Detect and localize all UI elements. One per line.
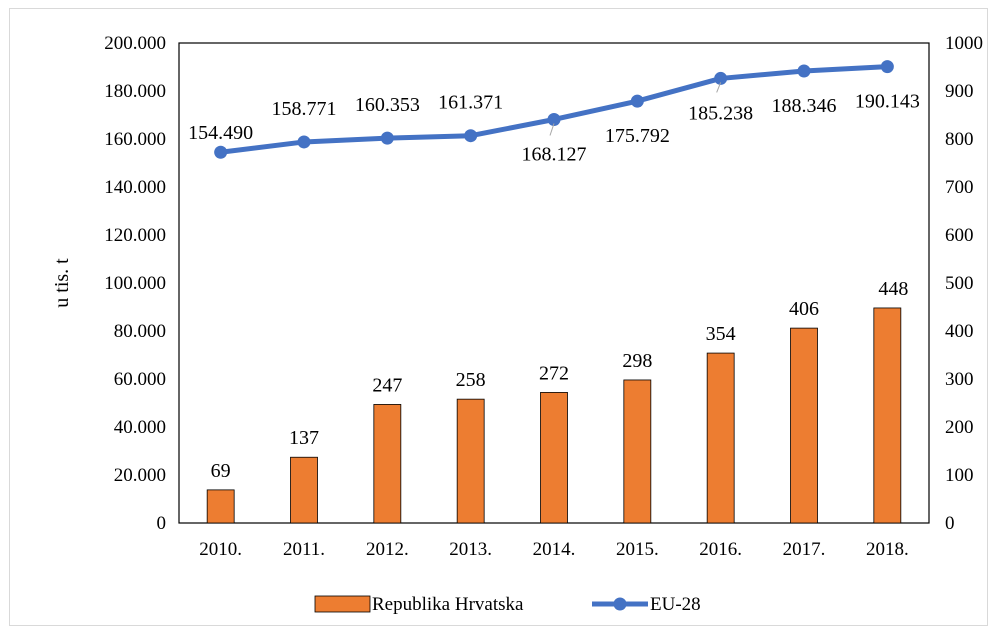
bar <box>623 379 652 524</box>
bar-data-label: 272 <box>539 362 569 384</box>
bar-data-label: 298 <box>622 350 652 372</box>
left-tick-label: 0 <box>157 513 167 534</box>
bar-data-label: 448 <box>878 278 908 300</box>
right-tick-label: 900 <box>945 81 974 102</box>
right-tick-label: 1000 <box>945 33 983 54</box>
leader-line <box>716 82 722 93</box>
bar-series <box>206 307 902 524</box>
line-data-label: 188.346 <box>772 95 837 117</box>
left-tick-label: 160.000 <box>104 129 166 150</box>
line-marker <box>630 94 644 108</box>
x-tick-label: 2014. <box>533 539 576 560</box>
x-tick-label: 2011. <box>283 539 325 560</box>
bar <box>290 456 318 524</box>
line-marker <box>880 60 894 74</box>
legend-swatch-marker <box>613 597 627 611</box>
leader-line <box>549 123 555 136</box>
right-tick-label: 0 <box>945 513 955 534</box>
line-marker <box>714 71 728 85</box>
right-axis-ticks: 0 100 200 300 400 500 600 700 800 900 1000 <box>945 33 983 534</box>
left-tick-label: 140.000 <box>104 177 166 198</box>
right-tick-label: 600 <box>945 225 974 246</box>
left-tick-label: 120.000 <box>104 225 166 246</box>
line-marker <box>297 135 311 149</box>
left-tick-label: 200.000 <box>104 33 166 54</box>
right-tick-label: 800 <box>945 129 974 150</box>
line-data-label: 175.792 <box>605 125 670 147</box>
line-marker <box>214 145 228 159</box>
x-tick-label: 2012. <box>366 539 409 560</box>
legend-label-bars: Republika Hrvatska <box>372 594 524 615</box>
line-data-label: 190.143 <box>855 91 920 113</box>
right-tick-label: 700 <box>945 177 974 198</box>
bar <box>456 398 485 524</box>
left-tick-label: 80.000 <box>114 321 166 342</box>
bar-data-label: 247 <box>372 374 402 396</box>
line-series <box>214 60 894 159</box>
left-tick-label: 40.000 <box>114 417 166 438</box>
data-labels: 69 137 247 258 272 298 354 406 448 154.490 158.771… <box>188 82 920 482</box>
line-marker <box>464 129 478 143</box>
line-marker <box>547 112 561 126</box>
legend: Republika Hrvatska EU-28 <box>314 594 701 615</box>
left-axis-ticks: 0 20.000 40.000 60.000 80.000 100.000 120.000 1… <box>104 33 166 534</box>
bar <box>373 404 402 524</box>
left-tick-label: 100.000 <box>104 273 166 294</box>
line-marker <box>797 64 811 78</box>
x-tick-label: 2017. <box>783 539 826 560</box>
left-tick-label: 20.000 <box>114 465 166 486</box>
x-tick-label: 2015. <box>616 539 659 560</box>
bar-data-label: 69 <box>211 460 231 482</box>
x-axis-ticks: 2010. 2011. 2012. 2013. 2014. 2015. 2016. 2017.… <box>199 539 908 560</box>
x-tick-label: 2018. <box>866 539 909 560</box>
line-data-label: 160.353 <box>355 94 420 116</box>
right-tick-label: 400 <box>945 321 974 342</box>
bar <box>706 352 735 524</box>
y-axis-title: u tis. t <box>51 258 73 308</box>
bar-data-label: 137 <box>289 427 319 449</box>
bar-data-label: 258 <box>456 369 486 391</box>
bar <box>540 392 568 524</box>
line-data-label: 161.371 <box>438 92 503 114</box>
line-data-label: 185.238 <box>688 102 753 124</box>
line-data-label: 154.490 <box>188 122 253 144</box>
right-tick-label: 200 <box>945 417 974 438</box>
line-data-label: 168.127 <box>522 143 587 165</box>
legend-swatch-bars <box>314 595 371 613</box>
right-tick-label: 500 <box>945 273 974 294</box>
right-tick-label: 300 <box>945 369 974 390</box>
bar <box>873 307 902 524</box>
x-tick-label: 2016. <box>699 539 742 560</box>
left-tick-label: 60.000 <box>114 369 166 390</box>
x-tick-label: 2013. <box>449 539 492 560</box>
right-tick-label: 100 <box>945 465 974 486</box>
left-tick-label: 180.000 <box>104 81 166 102</box>
x-tick-label: 2010. <box>199 539 242 560</box>
line-data-label: 158.771 <box>272 98 337 120</box>
bar <box>206 489 235 524</box>
bar <box>790 327 818 524</box>
bar-data-label: 354 <box>706 323 736 345</box>
legend-label-line: EU-28 <box>650 594 701 615</box>
line-marker <box>380 131 394 145</box>
bar-data-label: 406 <box>789 298 819 320</box>
